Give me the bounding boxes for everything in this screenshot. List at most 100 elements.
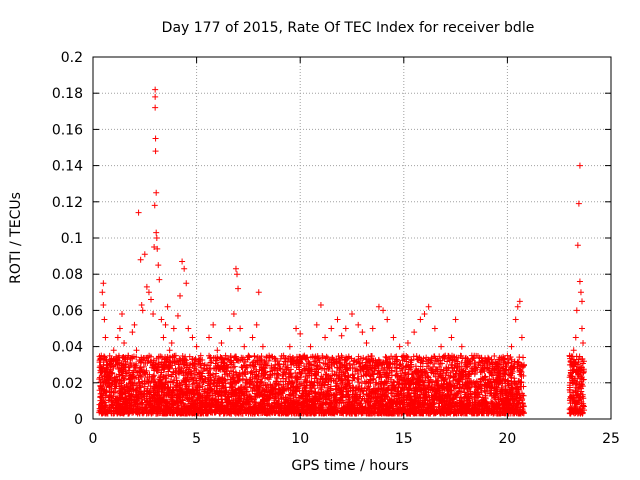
data-point: [317, 392, 324, 399]
data-point: [176, 394, 183, 401]
data-point: [440, 381, 447, 388]
data-point: [129, 369, 136, 376]
data-point: [239, 410, 246, 417]
data-point: [262, 375, 269, 382]
data-point: [450, 384, 457, 391]
data-point: [298, 374, 305, 381]
data-point: [222, 391, 229, 398]
data-point: [324, 388, 331, 395]
data-point: [138, 384, 145, 391]
data-point: [173, 384, 180, 391]
data-point: [317, 376, 324, 383]
data-point: [199, 383, 206, 390]
data-point: [425, 410, 432, 417]
data-point: [123, 381, 130, 388]
data-point: [319, 379, 326, 386]
data-point: [284, 364, 291, 371]
data-point: [423, 369, 430, 376]
data-point: [501, 356, 508, 363]
data-point: [154, 384, 161, 391]
data-point: [401, 369, 408, 376]
data-point: [428, 369, 435, 376]
data-point: [471, 371, 478, 378]
data-point: [235, 395, 242, 402]
data-point: [239, 370, 246, 377]
data-point: [391, 382, 398, 389]
data-point: [355, 371, 362, 378]
data-point: [173, 394, 180, 401]
data-point: [460, 410, 467, 417]
data-point: [422, 370, 429, 377]
data-point: [273, 380, 280, 387]
data-point: [340, 406, 347, 413]
data-point: [272, 366, 279, 373]
data-point: [227, 380, 234, 387]
data-point: [381, 366, 388, 373]
data-point: [223, 388, 230, 395]
data-point: [186, 390, 193, 397]
data-point: [346, 382, 353, 389]
data-point: [427, 398, 434, 405]
data-point: [430, 353, 437, 360]
data-point: [158, 369, 165, 376]
data-point: [425, 357, 432, 364]
data-point: [317, 384, 324, 391]
data-point: [246, 380, 253, 387]
data-point: [179, 357, 186, 364]
data-point: [189, 386, 196, 393]
data-point: [222, 384, 229, 391]
data-point: [171, 358, 178, 365]
data-point: [316, 359, 323, 366]
data-point: [470, 354, 477, 361]
data-point: [353, 359, 360, 366]
data-point: [221, 371, 228, 378]
data-point: [249, 384, 256, 391]
data-point: [138, 366, 145, 373]
data-point: [385, 390, 392, 397]
chart-title: Day 177 of 2015, Rate Of TEC Index for r…: [162, 20, 535, 36]
data-point: [290, 390, 297, 397]
data-point: [145, 378, 152, 385]
data-point: [434, 356, 441, 363]
data-point: [311, 392, 318, 399]
data-point: [274, 400, 281, 407]
data-point: [112, 395, 119, 402]
data-point: [487, 361, 494, 368]
data-point: [284, 381, 291, 388]
data-point: [345, 353, 352, 360]
data-point: [514, 358, 521, 365]
data-point: [342, 385, 349, 392]
data-point: [372, 393, 379, 400]
data-point: [195, 355, 202, 362]
data-point: [258, 404, 265, 411]
data-point: [516, 354, 523, 361]
data-point: [227, 353, 234, 360]
data-point: [261, 358, 268, 365]
data-point: [123, 370, 130, 377]
data-point: [493, 400, 500, 407]
data-point: [203, 365, 210, 372]
data-point: [280, 369, 287, 376]
data-point: [311, 358, 318, 365]
data-point: [254, 357, 261, 364]
data-point: [167, 354, 174, 361]
data-point: [393, 353, 400, 360]
data-point: [397, 362, 404, 369]
data-point: [402, 363, 409, 370]
data-point: [150, 359, 157, 366]
data-point: [112, 388, 119, 395]
data-point: [246, 405, 253, 412]
data-point: [219, 399, 226, 406]
data-point: [201, 362, 208, 369]
data-point: [187, 395, 194, 402]
data-point: [279, 366, 286, 373]
data-point: [367, 364, 374, 371]
data-point: [425, 360, 432, 367]
data-point: [140, 363, 147, 370]
data-point: [391, 385, 398, 392]
data-point: [449, 352, 456, 359]
data-point: [419, 378, 426, 385]
data-point: [305, 367, 312, 374]
data-point: [349, 364, 356, 371]
